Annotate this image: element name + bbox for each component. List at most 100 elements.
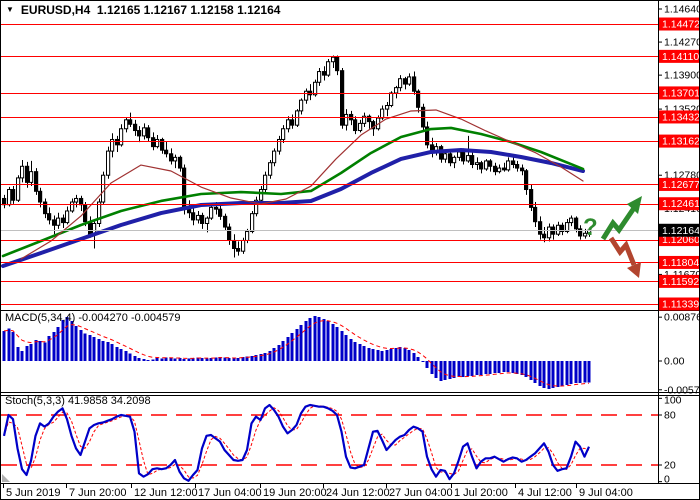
candle-bear: [529, 189, 534, 208]
candle-bull: [70, 201, 75, 212]
annotation-arrows[interactable]: ?: [583, 196, 642, 278]
candle-bear: [128, 119, 133, 125]
macd-bar: [16, 347, 20, 361]
chart-title-bar: ▼ EURUSD,H4 1.12165 1.12167 1.12158 1.121…: [6, 3, 280, 17]
chevron-down-icon[interactable]: ▼: [6, 5, 14, 14]
candle-bear: [25, 165, 30, 183]
candle-bear: [182, 167, 187, 208]
candle-bear: [367, 115, 372, 123]
up-arrow-head-icon[interactable]: [627, 196, 642, 214]
price-badge: [659, 86, 699, 100]
macd-bar: [83, 333, 87, 361]
candle-bear: [353, 119, 358, 132]
macd-bar: [506, 361, 510, 372]
macd-bar: [290, 333, 294, 361]
candle-bull: [398, 78, 403, 89]
macd-bar: [119, 349, 123, 361]
macd-bar: [259, 354, 263, 361]
candle-bull: [299, 99, 304, 112]
date-label: 7 Jun 20:00: [69, 487, 127, 499]
price-badge: [659, 134, 699, 148]
macd-bar: [92, 337, 96, 361]
candle-bull: [304, 90, 309, 101]
macd-bar: [61, 320, 65, 361]
macd-bar: [398, 347, 402, 361]
candle-bear: [515, 163, 520, 169]
candle-bull: [106, 150, 111, 176]
macd-bar: [326, 321, 330, 361]
macd-bar: [74, 326, 78, 361]
macd-bar: [70, 321, 74, 361]
date-label: 17 Jun 04:00: [198, 487, 262, 499]
candle-bull: [119, 128, 124, 146]
candle-bear: [574, 217, 579, 230]
macd-bar: [362, 346, 366, 361]
candle-bear: [34, 171, 39, 192]
candle-bull: [452, 156, 457, 164]
ma-mid-green: [1, 126, 585, 258]
down-arrow-head-icon[interactable]: [627, 262, 641, 278]
up-arrow-icon[interactable]: [600, 206, 637, 241]
macd-bar: [25, 346, 29, 361]
pane-separators[interactable]: [1, 1, 700, 485]
macd-bar: [182, 359, 186, 361]
candle-bull: [173, 156, 178, 162]
candle-bear: [115, 138, 120, 146]
candle-bear: [340, 70, 345, 126]
macd-bar: [511, 361, 515, 373]
price-badge-label: 1.13432: [662, 111, 700, 123]
candle-bull: [20, 165, 25, 179]
candle-bull: [56, 217, 61, 226]
pane-resize-handle[interactable]: [2, 474, 10, 482]
stoch-axis-label: 0: [664, 474, 670, 486]
candle-bull: [407, 76, 412, 85]
macd-bar: [322, 319, 326, 361]
macd-histogram: [2, 316, 591, 389]
macd-axis-label: 0.00: [664, 356, 685, 368]
macd-bar: [493, 361, 497, 373]
macd-bar: [304, 321, 308, 361]
macd-bar: [529, 361, 533, 380]
candle-bull: [506, 160, 511, 171]
macd-bar: [200, 358, 204, 361]
ma-slow-blue: [1, 148, 585, 269]
date-axis[interactable]: 5 Jun 2019 7 Jun 20:00 12 Jun 12:00 17 Jun …: [3, 484, 633, 499]
macd-bar: [124, 351, 128, 361]
candle-bear: [164, 149, 169, 155]
candle-bull: [344, 113, 349, 126]
candle-bull: [286, 119, 291, 130]
price-badge-label: 1.11592: [662, 276, 699, 288]
macd-bar: [479, 361, 483, 375]
candle-bear: [461, 151, 466, 162]
down-arrow-icon[interactable]: [608, 236, 637, 266]
macd-bar: [65, 317, 69, 361]
candle-bull: [313, 81, 318, 96]
date-label: 1 Jul 20:00: [454, 487, 508, 499]
candle-bull: [250, 213, 255, 233]
macd-bar: [232, 358, 236, 361]
price-label: 1.13900: [664, 70, 700, 82]
price-axis[interactable]: 1.146401.142701.139001.135201.127801.124…: [658, 4, 700, 486]
candle-bear: [169, 153, 174, 162]
macd-bar: [358, 344, 362, 361]
macd-bar: [128, 353, 132, 361]
macd-bar: [434, 361, 438, 378]
candle-bear: [232, 239, 237, 250]
candles-layer[interactable]: [2, 55, 592, 258]
macd-axis-label: 0.008766: [664, 312, 700, 324]
macd-bar: [542, 361, 546, 388]
macd-bar: [569, 361, 573, 384]
question-mark-annotation[interactable]: ?: [583, 214, 598, 241]
macd-bar: [178, 358, 182, 361]
macd-bar: [250, 356, 254, 361]
candle-bear: [11, 189, 16, 201]
candle-bull: [475, 162, 480, 165]
macd-bar: [254, 355, 258, 361]
candle-bear: [493, 165, 498, 173]
stoch-axis-label: 20: [664, 459, 676, 471]
candle-bear: [38, 190, 43, 203]
candle-bear: [502, 167, 507, 171]
candle-bear: [538, 221, 543, 235]
macd-bar: [115, 347, 119, 361]
